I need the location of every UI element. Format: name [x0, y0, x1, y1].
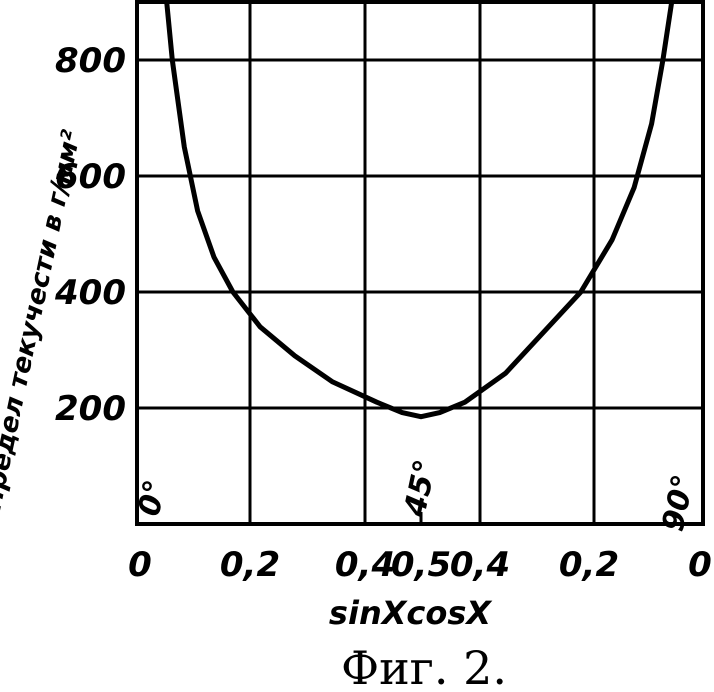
x-tick-label-1: 0,2: [220, 545, 280, 585]
figure-caption: Фиг. 2.: [341, 641, 507, 692]
y-axis-label: Предел текучести в г/мм²: [0, 127, 87, 513]
plot-frame: [135, 0, 705, 526]
y-axis-ticks: 200 400 600 800: [54, 41, 126, 429]
x-tick-label-3: 0,5: [391, 545, 451, 585]
y-tick-label-3: 800: [55, 41, 126, 81]
x-tick-label-6: 0: [688, 545, 712, 585]
y-tick-label-0: 200: [55, 389, 126, 429]
x-axis-ticks: 0 0,2 0,40,50,4 0,2 0: [128, 545, 712, 585]
yield-stress-curve: [164, 1, 675, 420]
x-tick-label-4: 0,4: [450, 545, 510, 585]
y-tick-label-1: 400: [54, 273, 126, 313]
x-tick-label-0: 0: [128, 545, 152, 585]
x-tick-label-2: 0,4: [335, 545, 395, 585]
angle-label-1: 45°: [397, 457, 443, 521]
chart-grid: [137, 2, 703, 524]
y-tick-label-2: 600: [55, 157, 126, 197]
angle-labels: 0° 45° 90°: [132, 457, 702, 535]
x-axis-label: sinXcosX: [329, 594, 492, 632]
angle-label-0: 0°: [132, 477, 174, 519]
x-tick-label-5: 0,2: [559, 545, 619, 585]
